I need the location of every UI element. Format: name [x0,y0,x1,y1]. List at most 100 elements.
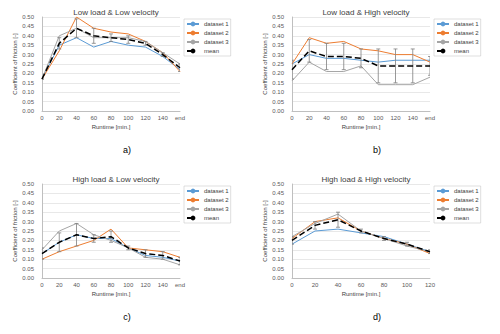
svg-text:40: 40 [323,115,330,121]
svg-text:0.15: 0.15 [22,247,34,253]
svg-text:0.40: 0.40 [22,33,34,39]
svg-text:0.25: 0.25 [272,228,284,234]
svg-text:120: 120 [425,282,436,288]
svg-text:mean: mean [454,215,469,221]
svg-text:0.05: 0.05 [22,266,34,272]
svg-text:0.00: 0.00 [272,275,284,281]
svg-text:mean: mean [204,48,219,54]
svg-text:0.10: 0.10 [272,89,284,95]
svg-text:dataset 1: dataset 1 [454,188,479,194]
svg-text:Coefficient of friction [-]: Coefficient of friction [-] [262,33,268,95]
svg-text:dataset 2: dataset 2 [454,30,479,36]
svg-text:60: 60 [340,115,347,121]
svg-text:0.15: 0.15 [22,80,34,86]
svg-text:0.45: 0.45 [22,190,34,196]
svg-text:Runtime [min.]: Runtime [min.] [92,124,131,130]
svg-text:Coefficient of friction [-]: Coefficient of friction [-] [262,200,268,262]
svg-text:dataset 3: dataset 3 [204,206,229,212]
svg-text:40: 40 [335,282,342,288]
svg-text:0.30: 0.30 [22,52,34,58]
svg-text:0.20: 0.20 [272,70,284,76]
svg-text:dataset 3: dataset 3 [454,206,479,212]
svg-text:0.50: 0.50 [272,14,284,20]
svg-text:0.25: 0.25 [22,61,34,67]
svg-text:0: 0 [40,282,44,288]
svg-text:0.20: 0.20 [22,237,34,243]
svg-text:dataset 3: dataset 3 [454,39,479,45]
svg-text:0: 0 [290,115,294,121]
svg-text:0: 0 [290,282,294,288]
svg-text:0.10: 0.10 [272,256,284,262]
svg-text:0.10: 0.10 [22,89,34,95]
svg-text:Runtime [min.]: Runtime [min.] [342,291,381,297]
svg-text:120: 120 [140,115,151,121]
svg-text:0.25: 0.25 [272,61,284,67]
svg-text:100: 100 [373,115,384,121]
svg-text:120: 120 [390,115,401,121]
svg-text:0.35: 0.35 [272,209,284,215]
svg-text:20: 20 [56,282,63,288]
svg-text:dataset 1: dataset 1 [454,21,479,27]
svg-text:140: 140 [158,282,169,288]
svg-text:20: 20 [56,115,63,121]
svg-text:100: 100 [123,282,134,288]
svg-text:80: 80 [108,115,115,121]
svg-text:60: 60 [90,115,97,121]
svg-text:High load & Low velocity: High load & Low velocity [72,175,159,184]
svg-text:0.35: 0.35 [22,42,34,48]
svg-text:dataset 1: dataset 1 [204,188,229,194]
svg-text:end: end [425,115,435,121]
svg-text:end: end [175,282,185,288]
svg-text:120: 120 [140,282,151,288]
svg-text:0.45: 0.45 [272,23,284,29]
svg-text:Low load & High velocity: Low load & High velocity [322,8,409,17]
svg-text:Runtime [min.]: Runtime [min.] [342,124,381,130]
svg-text:0.15: 0.15 [272,80,284,86]
svg-text:Coefficient of friction [-]: Coefficient of friction [-] [12,200,18,262]
svg-text:c): c) [123,312,131,322]
svg-text:a): a) [123,145,131,155]
svg-text:0.30: 0.30 [272,52,284,58]
svg-text:0: 0 [40,115,44,121]
svg-text:mean: mean [204,215,219,221]
svg-text:0.15: 0.15 [272,247,284,253]
svg-text:0.25: 0.25 [22,228,34,234]
svg-text:0.40: 0.40 [272,200,284,206]
svg-text:dataset 1: dataset 1 [204,21,229,27]
svg-text:d): d) [373,312,381,322]
svg-text:60: 60 [358,282,365,288]
svg-text:0.00: 0.00 [22,108,34,114]
svg-text:0.45: 0.45 [272,190,284,196]
svg-text:20: 20 [306,115,313,121]
svg-text:100: 100 [402,282,413,288]
svg-text:0.20: 0.20 [22,70,34,76]
svg-text:0.50: 0.50 [22,14,34,20]
svg-text:end: end [175,115,185,121]
svg-text:0.05: 0.05 [272,266,284,272]
svg-text:0.10: 0.10 [22,256,34,262]
svg-text:0.05: 0.05 [22,99,34,105]
svg-text:0.40: 0.40 [22,200,34,206]
svg-text:mean: mean [454,48,469,54]
svg-text:0.20: 0.20 [272,237,284,243]
svg-text:0.35: 0.35 [272,42,284,48]
svg-text:Runtime [min.]: Runtime [min.] [92,291,131,297]
svg-text:dataset 2: dataset 2 [204,197,229,203]
svg-text:60: 60 [90,282,97,288]
svg-text:0.00: 0.00 [22,275,34,281]
svg-text:0.35: 0.35 [22,209,34,215]
svg-text:Low load & Low velocity: Low load & Low velocity [73,8,158,17]
svg-text:80: 80 [358,115,365,121]
svg-text:Coefficient of friction [-]: Coefficient of friction [-] [12,33,18,95]
svg-text:0.05: 0.05 [272,99,284,105]
svg-text:0.40: 0.40 [272,33,284,39]
svg-text:High load & High velocity: High load & High velocity [322,175,411,184]
svg-text:dataset 3: dataset 3 [204,39,229,45]
svg-text:80: 80 [108,282,115,288]
svg-text:0.45: 0.45 [22,23,34,29]
svg-text:20: 20 [312,282,319,288]
svg-text:140: 140 [158,115,169,121]
svg-text:0.00: 0.00 [272,108,284,114]
svg-text:0.30: 0.30 [272,219,284,225]
svg-text:40: 40 [73,115,80,121]
